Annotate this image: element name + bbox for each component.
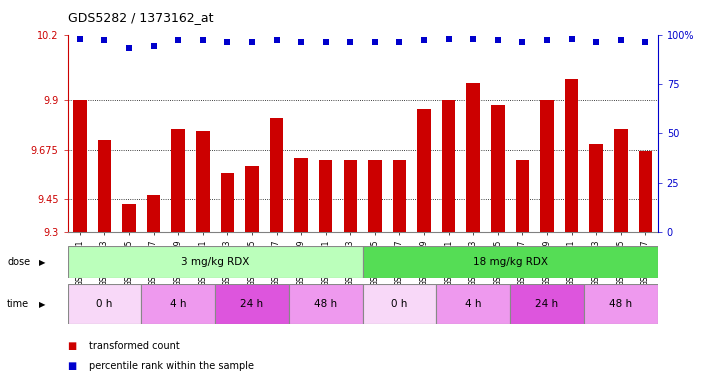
Point (296, 40, 307, 46)
Bar (614, 129, 628, 232)
Text: time: time (7, 299, 29, 310)
Point (246, 40, 257, 46)
Point (148, 43, 159, 50)
Text: 4 h: 4 h (465, 299, 481, 310)
Bar (220, 173, 234, 232)
Point (320, 40, 331, 46)
Point (394, 40, 405, 46)
Point (74, 35, 85, 41)
Bar (466, 83, 480, 232)
Text: 4 h: 4 h (170, 299, 186, 310)
Bar (97, 140, 111, 232)
Text: ■: ■ (68, 361, 77, 371)
Text: percentile rank within the sample: percentile rank within the sample (89, 361, 254, 371)
Bar (245, 166, 259, 232)
Text: 48 h: 48 h (609, 299, 632, 310)
Point (591, 40, 602, 46)
Bar (319, 160, 333, 232)
Text: ▶: ▶ (39, 300, 46, 309)
Bar (122, 204, 136, 232)
Bar (491, 105, 505, 232)
Point (369, 40, 380, 46)
Bar (589, 144, 603, 232)
Text: dose: dose (7, 257, 31, 267)
Bar (215, 284, 289, 324)
Bar (392, 160, 406, 232)
Bar (368, 160, 382, 232)
Bar (540, 101, 554, 232)
Text: ■: ■ (68, 341, 77, 351)
Bar (515, 160, 529, 232)
Text: 18 mg/kg RDX: 18 mg/kg RDX (473, 257, 547, 267)
Bar (584, 284, 658, 324)
Point (271, 37, 282, 43)
Point (418, 37, 429, 43)
Bar (141, 284, 215, 324)
Bar (363, 246, 658, 278)
Bar (417, 109, 431, 232)
Bar (269, 118, 283, 232)
Point (197, 37, 208, 43)
Bar (196, 131, 210, 232)
Point (345, 40, 356, 46)
Text: 24 h: 24 h (535, 299, 559, 310)
Point (615, 37, 626, 43)
Bar (73, 101, 87, 232)
Text: 3 mg/kg RDX: 3 mg/kg RDX (181, 257, 250, 267)
Point (222, 40, 233, 46)
Bar (68, 284, 141, 324)
Point (468, 35, 479, 41)
Point (443, 35, 454, 41)
Point (640, 40, 651, 46)
Bar (638, 151, 652, 232)
Bar (147, 195, 161, 232)
Text: 0 h: 0 h (96, 299, 112, 310)
Bar (289, 284, 363, 324)
Point (123, 45, 134, 51)
Point (99, 37, 110, 43)
Point (517, 40, 528, 46)
Point (566, 35, 577, 41)
Point (173, 37, 184, 43)
Bar (294, 157, 308, 232)
Bar (565, 78, 578, 232)
Text: transformed count: transformed count (89, 341, 180, 351)
Point (492, 37, 503, 43)
Bar (343, 160, 357, 232)
Text: 24 h: 24 h (240, 299, 264, 310)
Text: 48 h: 48 h (314, 299, 337, 310)
Bar (442, 101, 456, 232)
Bar (363, 284, 437, 324)
Text: ▶: ▶ (39, 258, 46, 266)
Bar (437, 284, 510, 324)
Point (541, 37, 552, 43)
Bar (171, 129, 185, 232)
Bar (68, 246, 363, 278)
Text: 0 h: 0 h (391, 299, 407, 310)
Text: GDS5282 / 1373162_at: GDS5282 / 1373162_at (68, 12, 213, 25)
Bar (510, 284, 584, 324)
